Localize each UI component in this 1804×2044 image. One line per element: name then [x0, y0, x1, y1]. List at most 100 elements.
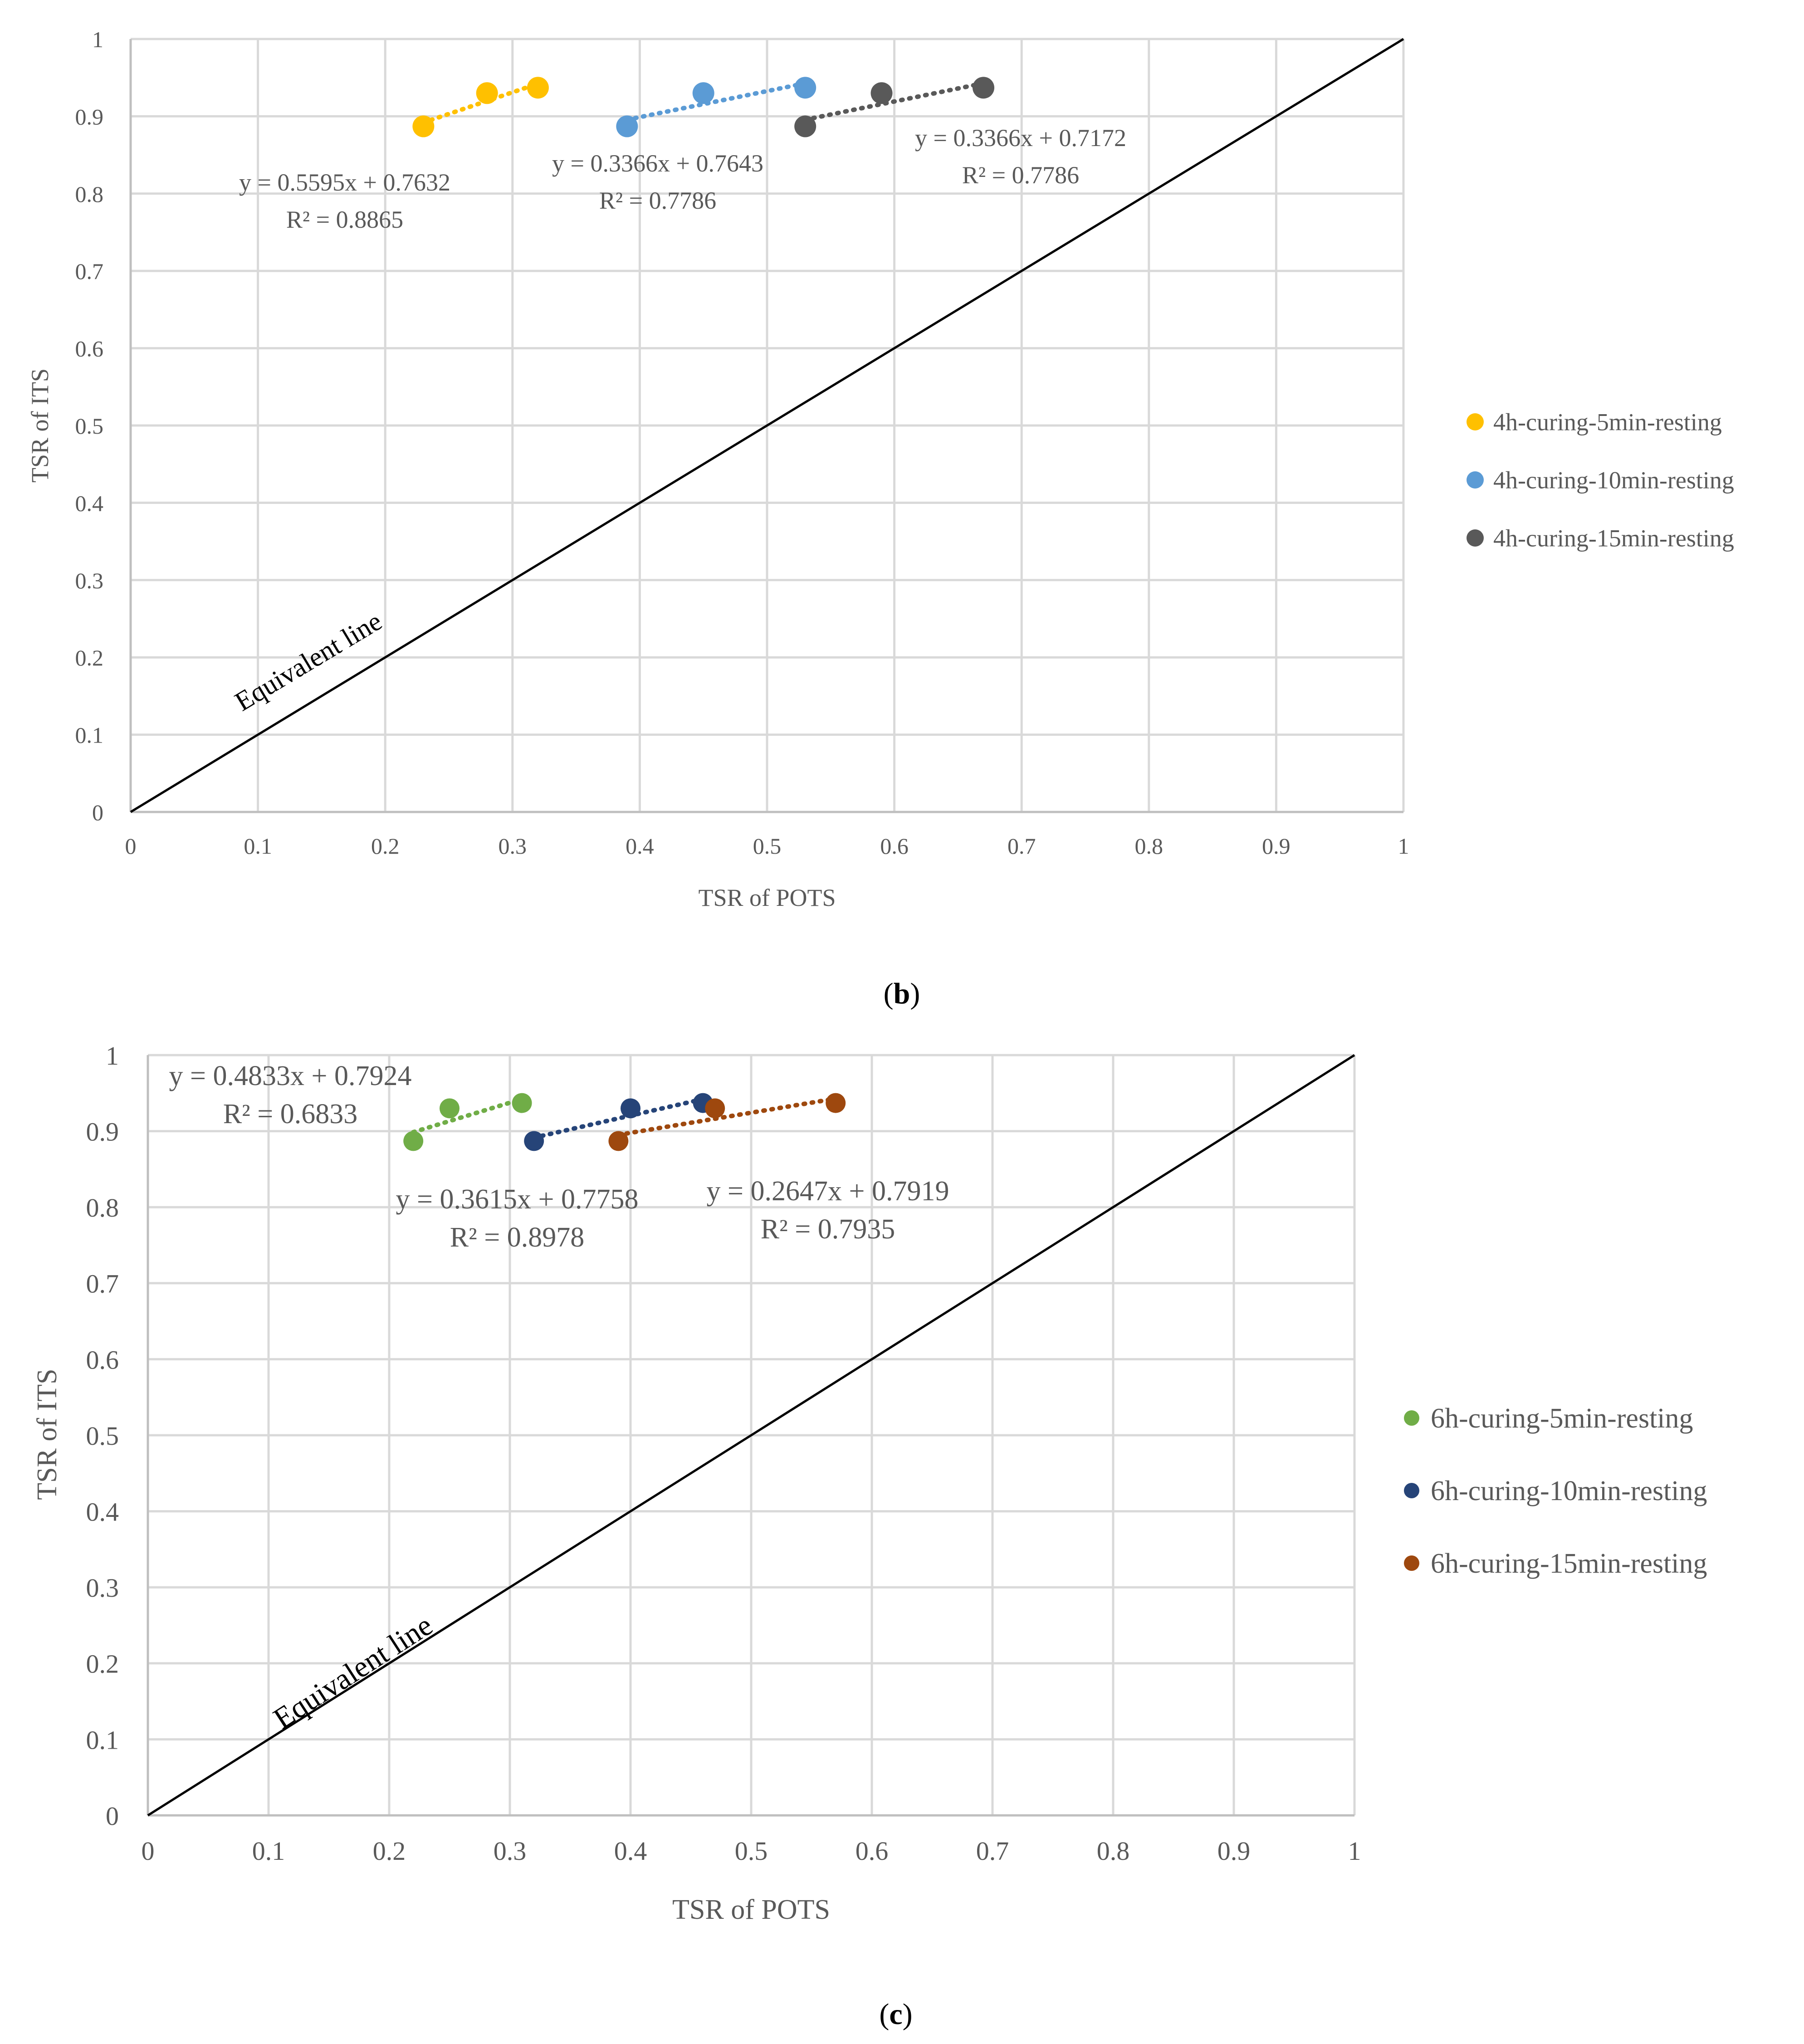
x-tick-label: 0.3 — [494, 1836, 527, 1866]
y-tick-label: 1 — [106, 1041, 119, 1071]
caption-close-paren: ) — [910, 977, 920, 1010]
y-tick-label: 0.8 — [75, 181, 104, 207]
trendline-r-squared: R² = 0.8978 — [450, 1222, 584, 1253]
x-tick-label: 0 — [125, 833, 137, 859]
trendline-r-squared: R² = 0.7786 — [962, 161, 1079, 189]
y-tick-label: 0.5 — [86, 1421, 119, 1451]
data-point — [705, 1098, 725, 1119]
data-point — [870, 82, 893, 104]
x-tick-label: 0.6 — [856, 1836, 889, 1866]
y-tick-label: 0.2 — [86, 1649, 119, 1679]
y-tick-label: 0.6 — [75, 336, 104, 362]
data-point — [527, 77, 549, 99]
x-tick-label: 0.5 — [753, 833, 782, 859]
y-tick-label: 0.8 — [86, 1193, 119, 1222]
caption-letter: c — [889, 1998, 902, 2031]
y-axis-title: TSR of ITS — [32, 1369, 63, 1500]
data-point — [621, 1098, 640, 1119]
y-tick-label: 0.7 — [86, 1269, 119, 1299]
y-tick-label: 0.5 — [75, 413, 104, 439]
x-tick-label: 0.8 — [1135, 833, 1164, 859]
trendline-equation: y = 0.3366x + 0.7643 — [552, 150, 763, 177]
y-tick-label: 0.9 — [75, 104, 104, 129]
x-tick-label: 1 — [1348, 1836, 1361, 1866]
data-point — [794, 115, 816, 137]
x-tick-label: 0.2 — [373, 1836, 406, 1866]
trendline-equation: y = 0.2647x + 0.7919 — [707, 1176, 949, 1207]
x-tick-label: 0.4 — [614, 1836, 647, 1866]
x-tick-label: 1 — [1398, 833, 1409, 859]
y-tick-label: 0.3 — [75, 568, 104, 593]
data-point — [512, 1093, 532, 1113]
x-tick-label: 0.2 — [371, 833, 400, 859]
trendline-equation: y = 0.5595x + 0.7632 — [239, 169, 450, 196]
panel-caption: (c) — [879, 1998, 912, 2031]
y-axis-title: TSR of ITS — [26, 368, 54, 483]
equivalent-line — [130, 38, 1404, 813]
x-tick-label: 0.6 — [880, 833, 909, 859]
caption-close-paren: ) — [903, 1998, 913, 2031]
y-tick-label: 0.6 — [86, 1345, 119, 1374]
x-tick-label: 0.7 — [976, 1836, 1009, 1866]
y-tick-label: 0.2 — [75, 645, 104, 670]
legend-marker — [1404, 1555, 1419, 1571]
data-point — [524, 1131, 544, 1151]
data-point — [692, 82, 714, 104]
data-point — [403, 1131, 424, 1151]
data-point — [476, 82, 498, 104]
data-point — [440, 1098, 460, 1119]
y-tick-label: 0 — [92, 800, 103, 825]
y-tick-label: 0.4 — [86, 1497, 119, 1526]
data-point — [794, 77, 816, 99]
data-point — [412, 115, 435, 137]
x-tick-label: 0.3 — [499, 833, 527, 859]
data-point — [616, 115, 638, 137]
legend-marker — [1467, 413, 1484, 430]
legend-marker — [1467, 471, 1484, 489]
y-tick-label: 0.1 — [86, 1725, 119, 1755]
trendline-r-squared: R² = 0.6833 — [223, 1099, 357, 1130]
x-tick-label: 0.9 — [1217, 1836, 1251, 1866]
x-axis-title: TSR of POTS — [698, 884, 836, 911]
caption-open-paren: ( — [884, 977, 894, 1010]
trendline — [803, 81, 986, 122]
chart-panel-b: 0 0.1 0.2 0.3 0.4 0.5 0.6 0.7 0.8 0.9 1 0 0.1 0.2 0.3 0… — [26, 27, 1734, 1010]
x-tick-label: 0.1 — [244, 833, 272, 859]
x-tick-label: 0.1 — [252, 1836, 285, 1866]
y-tick-label: 0.3 — [86, 1573, 119, 1603]
trendline-r-squared: R² = 0.7935 — [761, 1214, 895, 1245]
caption-letter: b — [894, 977, 910, 1010]
x-tick-label: 0.4 — [626, 833, 654, 859]
y-tick-label: 0.7 — [75, 259, 104, 284]
x-tick-label: 0.7 — [1007, 833, 1036, 859]
legend-label: 6h-curing-15min-resting — [1431, 1548, 1707, 1579]
y-tick-label: 0.4 — [75, 490, 104, 516]
legend-label: 6h-curing-5min-resting — [1431, 1403, 1693, 1434]
trendline-equation: y = 0.3615x + 0.7758 — [396, 1184, 639, 1215]
trendline-r-squared: R² = 0.8865 — [286, 206, 403, 233]
trendline — [411, 1096, 524, 1134]
data-point — [608, 1131, 629, 1151]
legend-marker — [1404, 1410, 1419, 1426]
legend-marker — [1467, 529, 1484, 547]
panel-caption: (b) — [884, 977, 920, 1010]
trendline-equation: y = 0.4833x + 0.7924 — [169, 1061, 412, 1091]
y-tick-label: 1 — [92, 27, 103, 52]
x-axis-title: TSR of POTS — [672, 1894, 830, 1925]
chart-panel-c: 0 0.1 0.2 0.3 0.4 0.5 0.6 0.7 0.8 0.9 1 0 0.1 0.2 0.3 0… — [32, 1041, 1707, 2031]
legend-marker — [1404, 1483, 1419, 1498]
trendline-equation: y = 0.3366x + 0.7172 — [915, 124, 1126, 152]
legend-label: 4h-curing-10min-resting — [1493, 466, 1734, 494]
trendline-r-squared: R² = 0.7786 — [599, 187, 716, 214]
caption-open-paren: ( — [879, 1998, 889, 2031]
legend-label: 4h-curing-15min-resting — [1493, 524, 1734, 552]
trendline — [421, 81, 540, 125]
x-tick-label: 0.5 — [735, 1836, 768, 1866]
trendline — [625, 81, 808, 122]
y-tick-label: 0 — [106, 1801, 119, 1831]
equivalent-line — [147, 1054, 1355, 1817]
y-tick-label: 0.9 — [86, 1117, 119, 1146]
data-point — [826, 1093, 846, 1113]
x-tick-label: 0.9 — [1262, 833, 1291, 859]
